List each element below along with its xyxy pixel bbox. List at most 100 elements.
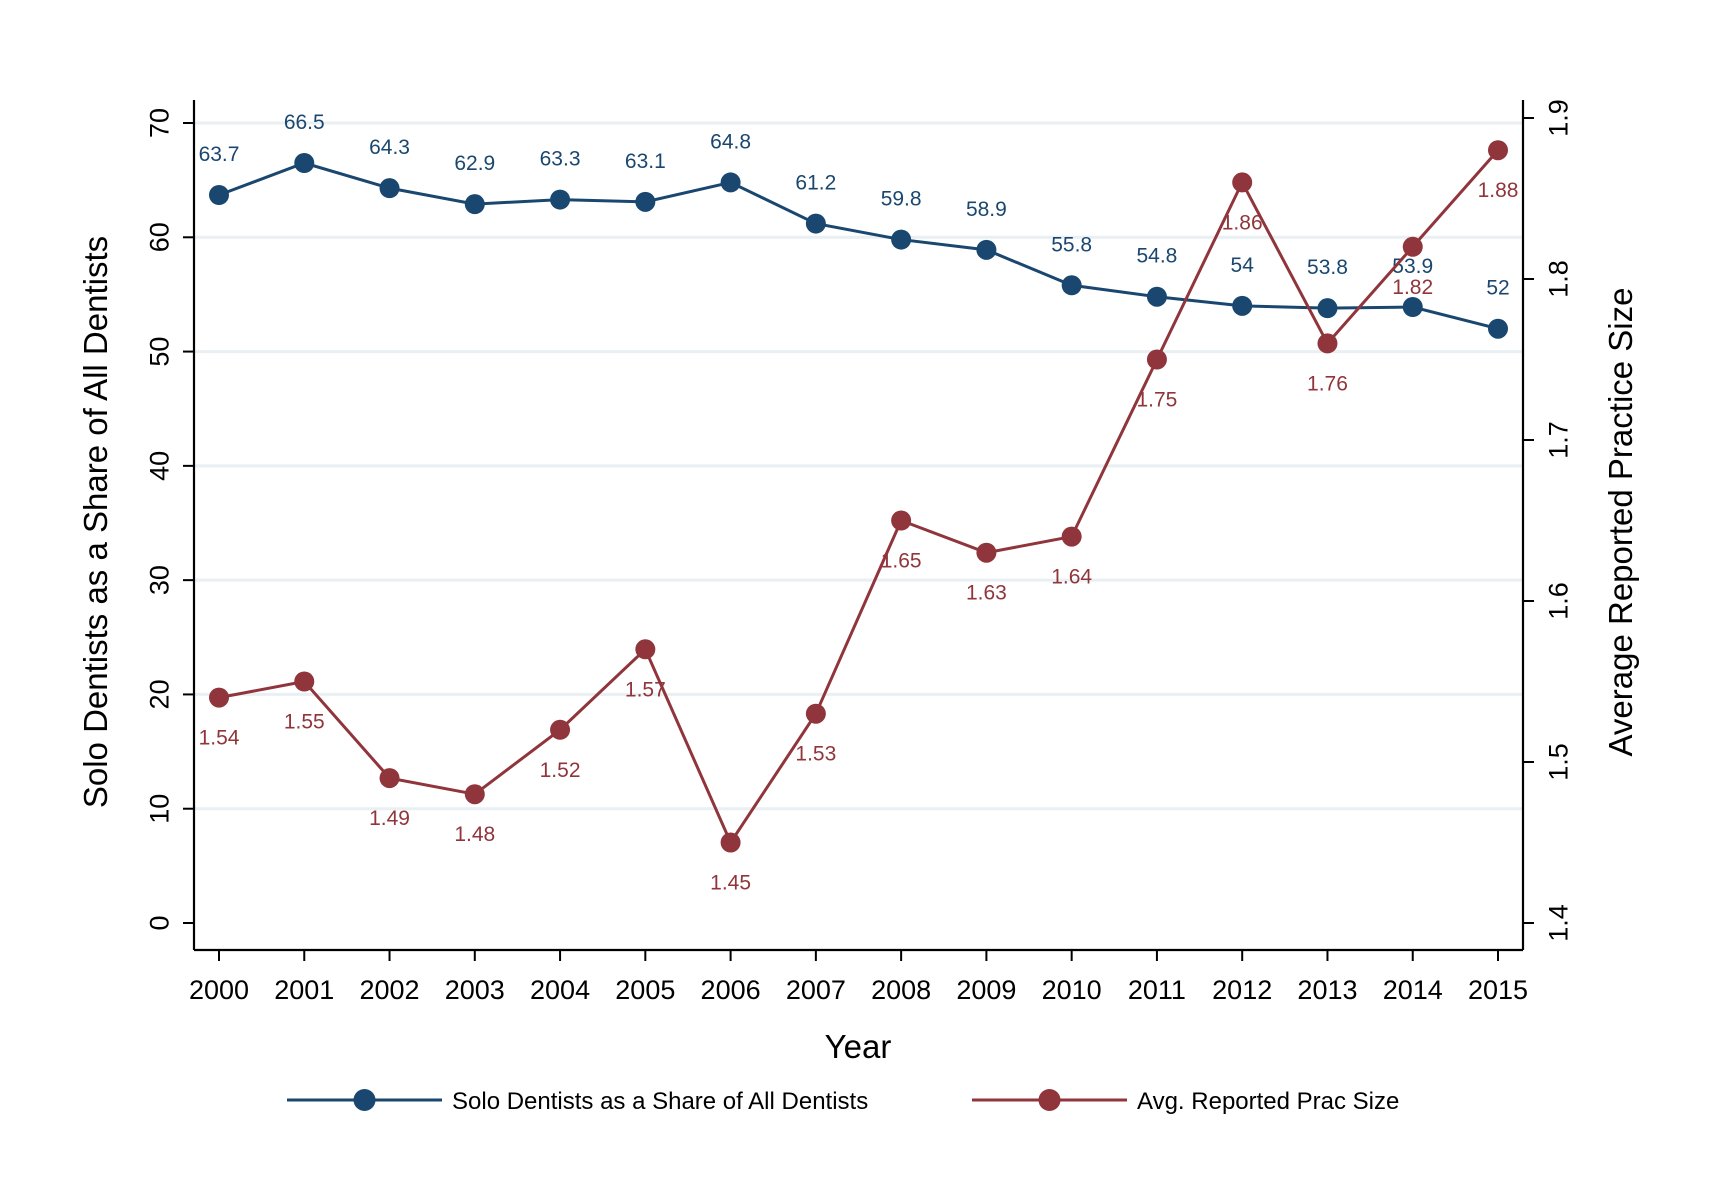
- x-tick-label: 2000: [189, 975, 249, 1005]
- x-tick-label: 2015: [1468, 975, 1528, 1005]
- x-tick-label: 2011: [1128, 975, 1186, 1005]
- data-point: [1488, 140, 1508, 161]
- left-tick-label: 70: [144, 108, 174, 138]
- data-point: [1317, 333, 1338, 354]
- data-label: 1.49: [369, 807, 410, 830]
- data-point: [1402, 297, 1423, 317]
- legend-marker: [353, 1089, 376, 1111]
- data-label: 59.8: [881, 188, 922, 211]
- data-label: 64.8: [710, 130, 751, 153]
- data-label: 55.8: [1051, 233, 1092, 256]
- data-label: 54: [1231, 254, 1255, 277]
- right-tick-label: 1.6: [1543, 582, 1573, 620]
- series-practice-size: 1.54 1.55 1.49 1.48 1.52 1.57 1.45 1.53 1.65 1.63…: [199, 140, 1519, 895]
- data-point: [379, 768, 400, 789]
- legend-label: Solo Dentists as a Share of All Dentists: [452, 1088, 868, 1115]
- data-label: 58.9: [966, 198, 1007, 221]
- data-point: [209, 687, 229, 708]
- data-point: [1061, 526, 1082, 547]
- data-label: 1.45: [710, 872, 751, 895]
- left-tick-label: 50: [144, 337, 174, 367]
- right-tick-label: 1.9: [1543, 99, 1573, 137]
- data-point: [720, 172, 741, 193]
- x-tick-label: 2001: [274, 975, 334, 1005]
- data-label: 1.86: [1222, 211, 1263, 234]
- data-label: 1.75: [1136, 389, 1177, 412]
- data-label: 66.5: [284, 111, 325, 134]
- data-point: [1146, 286, 1167, 307]
- data-label: 1.55: [284, 711, 325, 734]
- legend-label: Avg. Reported Prac Size: [1137, 1088, 1399, 1115]
- data-point: [209, 185, 229, 205]
- right-tick-label: 1.7: [1543, 421, 1573, 459]
- data-label: 1.52: [540, 759, 581, 782]
- legend-item: Solo Dentists as a Share of All Dentists: [287, 1088, 868, 1115]
- data-label: 1.64: [1051, 566, 1092, 589]
- left-tick-label: 20: [144, 679, 174, 709]
- data-label: 63.7: [199, 143, 240, 166]
- data-point: [294, 153, 315, 173]
- data-point: [1232, 172, 1253, 193]
- data-point: [1146, 349, 1167, 370]
- data-point: [891, 510, 912, 531]
- data-label: 1.48: [454, 823, 495, 846]
- data-point: [891, 229, 912, 250]
- data-point: [464, 194, 485, 215]
- right-tick-label: 1.8: [1543, 260, 1573, 298]
- data-label: 63.3: [540, 148, 581, 171]
- data-label: 61.2: [795, 172, 836, 195]
- series-line: [218, 161, 1499, 331]
- data-point: [379, 178, 400, 199]
- left-tick-label: 40: [144, 451, 174, 481]
- data-label: 1.65: [881, 550, 922, 573]
- data-label: 1.57: [625, 678, 666, 701]
- data-label: 1.54: [199, 727, 240, 750]
- data-point: [1402, 236, 1423, 257]
- data-point: [976, 239, 997, 260]
- left-y-axis: 0 10 20 30 40 50 60 70: [144, 108, 194, 931]
- data-label: 1.76: [1307, 372, 1348, 395]
- x-tick-label: 2012: [1212, 975, 1272, 1005]
- right-tick-label: 1.4: [1543, 904, 1573, 942]
- left-tick-label: 0: [144, 915, 174, 930]
- data-point: [1488, 318, 1508, 339]
- data-point: [805, 213, 826, 234]
- data-label: 54.8: [1136, 245, 1177, 268]
- x-tick-label: 2010: [1042, 975, 1102, 1005]
- data-point: [976, 542, 997, 563]
- data-label: 53.9: [1392, 255, 1433, 278]
- data-point: [805, 703, 826, 724]
- data-label: 1.82: [1392, 276, 1433, 299]
- x-axis-title: Year: [825, 1028, 892, 1065]
- data-point: [635, 639, 656, 660]
- x-tick-label: 2007: [786, 975, 846, 1005]
- legend-item: Avg. Reported Prac Size: [972, 1088, 1399, 1115]
- data-label: 1.88: [1478, 179, 1519, 202]
- x-tick-label: 2004: [530, 975, 590, 1005]
- data-point: [635, 191, 656, 212]
- data-point: [1232, 295, 1253, 316]
- data-point: [1317, 298, 1338, 319]
- data-label: 53.8: [1307, 256, 1348, 279]
- x-tick-label: 2005: [615, 975, 675, 1005]
- data-point: [550, 719, 571, 740]
- data-label: 1.53: [795, 743, 836, 766]
- right-tick-label: 1.5: [1543, 743, 1573, 781]
- x-tick-label: 2009: [956, 975, 1016, 1005]
- left-tick-label: 30: [144, 565, 174, 595]
- data-point: [550, 189, 571, 210]
- data-label: 64.3: [369, 136, 410, 159]
- data-point: [720, 832, 741, 853]
- x-tick-label: 2008: [871, 975, 931, 1005]
- x-tick-label: 2006: [701, 975, 761, 1005]
- series-solo-share: 63.7 66.5 64.3 62.9 63.3 63.1 64.8 61.2 59.8 58.9…: [199, 111, 1510, 339]
- series-line: [218, 149, 1500, 846]
- data-point: [294, 671, 315, 692]
- legend: Solo Dentists as a Share of All Dentists…: [287, 1088, 1399, 1115]
- left-y-axis-title: Solo Dentists as a Share of All Dentists: [77, 236, 114, 808]
- data-label: 1.63: [966, 582, 1007, 605]
- x-tick-label: 2002: [359, 975, 419, 1005]
- data-label: 63.1: [625, 150, 666, 173]
